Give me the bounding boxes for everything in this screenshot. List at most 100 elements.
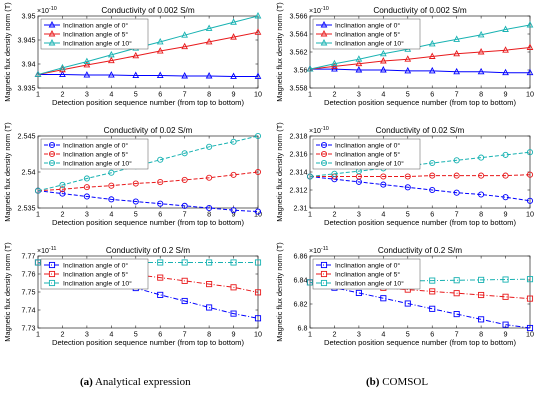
data-point xyxy=(206,143,213,150)
data-point xyxy=(132,51,140,59)
data-point xyxy=(478,191,485,198)
data-point xyxy=(380,181,387,188)
data-point xyxy=(206,259,213,266)
x-tick-label: 7 xyxy=(455,330,459,339)
x-tick-label: 6 xyxy=(430,210,434,219)
x-tick-label: 9 xyxy=(504,330,508,339)
y-tick-label: 2.318 xyxy=(290,132,308,141)
x-tick-label: 7 xyxy=(183,90,187,99)
series-line xyxy=(309,281,531,329)
data-point xyxy=(107,50,115,58)
data-point xyxy=(230,72,237,79)
data-point xyxy=(181,202,188,209)
data-point xyxy=(83,71,91,78)
data-point xyxy=(453,290,460,297)
data-point xyxy=(478,154,485,161)
data-point xyxy=(404,173,411,180)
data-point xyxy=(156,47,164,54)
data-point xyxy=(477,30,485,38)
legend-label: Inclination angle of 5° xyxy=(335,270,400,278)
data-point xyxy=(453,35,461,42)
series-0 xyxy=(34,187,262,215)
data-point xyxy=(306,279,314,286)
x-tick-label: 9 xyxy=(504,90,508,99)
data-point xyxy=(478,291,485,299)
series-0 xyxy=(306,173,534,204)
legend-item: Inclination angle of 0° xyxy=(44,261,128,269)
data-point xyxy=(181,176,188,183)
axis-exponent: ×10-10 xyxy=(309,6,329,15)
legend-label: Inclination angle of 0° xyxy=(335,21,400,29)
caption-b-tag: (b) xyxy=(366,376,380,388)
y-tick-label: 3.945 xyxy=(18,36,36,45)
x-tick-label: 3 xyxy=(357,210,361,219)
data-point xyxy=(502,68,509,76)
chart-a-1: Conductivity of 0.02 S/m1 2 3 4 5 6 7 8 9 102.535… xyxy=(3,122,262,227)
legend-marker xyxy=(48,30,56,37)
legend-label: Inclination angle of 10° xyxy=(335,279,404,287)
chart-title: Conductivity of 0.2 S/m xyxy=(378,246,462,255)
data-point xyxy=(157,274,164,281)
legend-marker xyxy=(320,21,328,28)
x-axis-label: Detection position sequence number (from… xyxy=(324,98,517,107)
legend-item: Inclination angle of 10° xyxy=(44,279,132,287)
legend-item: Inclination angle of 10° xyxy=(316,159,404,167)
legend-label: Inclination angle of 5° xyxy=(335,150,400,158)
data-point xyxy=(478,172,485,179)
data-point xyxy=(380,173,387,180)
x-tick-label: 3 xyxy=(85,330,89,339)
y-axis-label: Magnetic flux density norm (T) xyxy=(275,2,284,101)
legend-item: Inclination angle of 10° xyxy=(44,39,132,47)
data-point xyxy=(526,324,534,332)
y-axis-label: Magnetic flux density norm (T) xyxy=(275,242,284,341)
data-point xyxy=(83,193,90,200)
data-point xyxy=(108,169,115,176)
data-point xyxy=(453,67,461,75)
x-tick-label: 1 xyxy=(308,330,312,339)
data-point xyxy=(157,156,164,163)
data-point xyxy=(205,37,213,45)
y-tick-label: 2.314 xyxy=(290,168,308,177)
legend: Inclination angle of 0°Inclination angle… xyxy=(312,258,421,290)
x-tick-label: 4 xyxy=(381,330,385,339)
caption-a: (a) Analytical expression xyxy=(80,376,191,388)
x-tick-label: 10 xyxy=(526,90,534,99)
x-tick-label: 6 xyxy=(430,90,434,99)
data-point xyxy=(181,277,188,284)
data-point xyxy=(379,57,387,64)
chart-b-0: Conductivity of 0.002 S/m ×10-10 1 2 3 4 5 6 7 8 9… xyxy=(275,2,534,107)
x-tick-label: 7 xyxy=(183,210,187,219)
data-point xyxy=(429,159,436,167)
y-axis-label: Magnetic flux density norm (T) xyxy=(3,242,12,341)
data-point xyxy=(230,33,237,40)
data-point xyxy=(206,304,213,311)
data-point xyxy=(428,39,436,47)
legend-label: Inclination angle of 10° xyxy=(63,159,132,167)
axis-exponent-power: -11 xyxy=(321,246,329,252)
x-tick-label: 8 xyxy=(207,210,211,219)
series-line xyxy=(310,68,530,74)
data-point xyxy=(59,70,66,78)
data-point xyxy=(156,71,164,78)
legend-label: Inclination angle of 0° xyxy=(63,21,128,29)
data-point xyxy=(205,24,213,31)
data-point xyxy=(379,49,387,57)
y-tick-label: 3.562 xyxy=(290,48,308,57)
data-point xyxy=(453,49,461,57)
x-tick-label: 7 xyxy=(455,210,459,219)
x-tick-label: 7 xyxy=(183,330,187,339)
data-point xyxy=(502,151,509,158)
data-point xyxy=(428,66,436,74)
x-tick-label: 4 xyxy=(109,330,113,339)
axis-exponent: ×10-11 xyxy=(37,246,56,255)
data-point xyxy=(230,259,237,266)
data-point xyxy=(355,289,362,297)
data-point xyxy=(230,207,237,214)
y-tick-label: 3.566 xyxy=(290,12,308,21)
data-point xyxy=(254,72,262,79)
caption-a-text: Analytical expression xyxy=(94,376,191,388)
series-line xyxy=(310,174,531,177)
data-point xyxy=(404,184,411,191)
axis-exponent: ×10-10 xyxy=(37,6,57,15)
legend-item: Inclination angle of 10° xyxy=(316,279,404,287)
